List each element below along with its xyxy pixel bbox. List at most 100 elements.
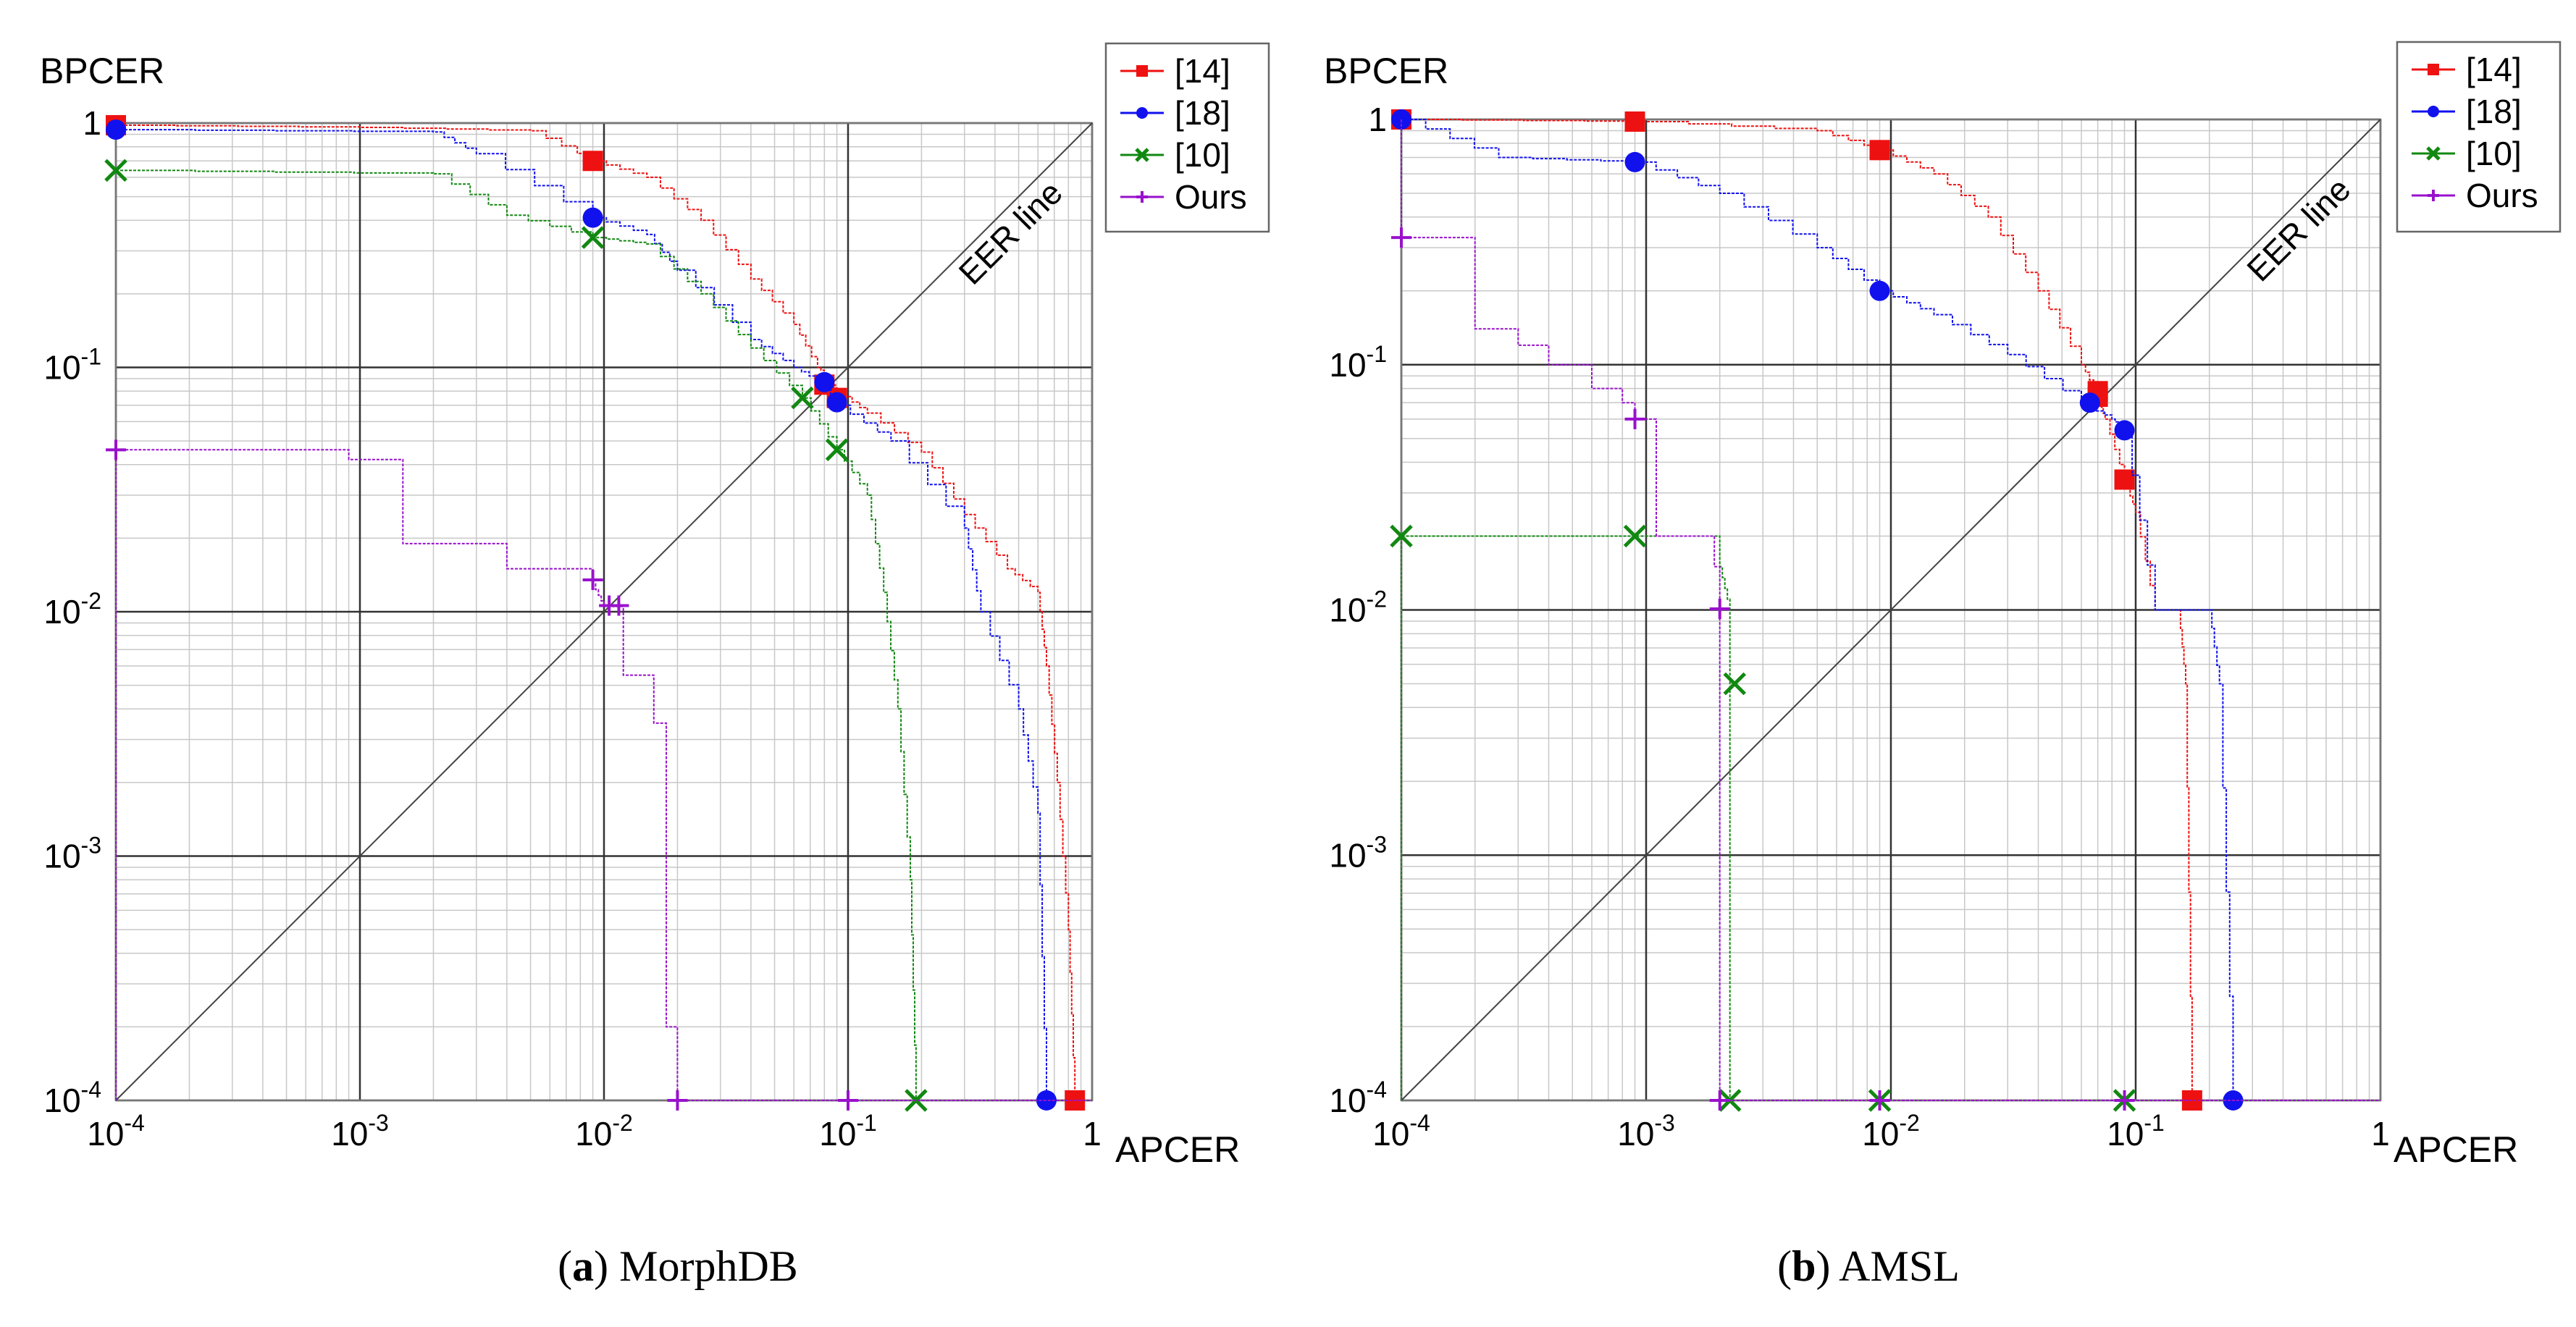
caption-b: (b) AMSL	[1777, 1242, 1960, 1290]
data-marker-square	[2114, 469, 2135, 490]
data-marker-plus	[1869, 1090, 1890, 1111]
eer-line	[115, 122, 1093, 1101]
caption-a: (a) MorphDB	[558, 1242, 798, 1290]
data-marker-plus	[2114, 1090, 2135, 1111]
y-axis-label: BPCER	[1324, 51, 1448, 91]
legend-label: [14]	[1175, 52, 1230, 90]
x-tick-label: 10-4	[1372, 1110, 1430, 1153]
chart-morphdb: EER line 10-4 10-3 10-2 10-1 1 10-4 10-3 10-2 10-…	[40, 42, 1270, 1170]
x-tick-label: 10-4	[87, 1110, 145, 1153]
data-marker-square	[2428, 64, 2439, 75]
x-tick-label: 10-2	[575, 1110, 633, 1153]
series-line	[116, 125, 1076, 1100]
legend-label: [10]	[2466, 135, 2522, 172]
legend-label: Ours	[1175, 178, 1247, 216]
x-tick-label: 10-1	[819, 1110, 877, 1153]
data-marker-circle	[2079, 392, 2100, 413]
data-marker-plus	[1136, 191, 1148, 203]
caption-title: MorphDB	[619, 1242, 798, 1290]
x-axis-label: APCER	[2394, 1129, 2518, 1170]
series-2	[106, 119, 1057, 1111]
data-marker-x	[905, 1089, 928, 1112]
data-marker-x	[1390, 524, 1413, 548]
data-marker-circle	[2428, 106, 2439, 117]
data-marker-plus	[1709, 1090, 1730, 1111]
y-axis-label: BPCER	[40, 51, 164, 91]
legend: [14] [18] [10] Ours	[2396, 41, 2562, 233]
series-4	[1391, 119, 2380, 1111]
caption-label: a	[572, 1242, 595, 1290]
data-marker-x	[1623, 524, 1647, 548]
y-tick-label: 10-4	[1329, 1077, 1387, 1119]
y-tick-label: 10-1	[43, 344, 101, 387]
data-marker-square	[1136, 65, 1148, 77]
data-marker-plus	[1709, 599, 1730, 620]
data-marker-x	[825, 438, 849, 462]
eer-annotation: EER line	[2239, 170, 2357, 288]
series-line	[1401, 119, 2380, 1101]
x-tick-label: 10-3	[1617, 1110, 1675, 1153]
legend-label: Ours	[2466, 177, 2538, 214]
grid	[114, 122, 1094, 1102]
caption-title: AMSL	[1839, 1242, 1960, 1290]
series-line	[1401, 119, 2234, 1100]
data-marker-square	[582, 151, 603, 172]
data-marker-circle	[814, 371, 835, 392]
legend-box	[1104, 42, 1270, 233]
series-line	[116, 129, 1047, 1100]
y-tick-label: 10-2	[1329, 586, 1387, 629]
y-tick-label: 10-3	[1329, 831, 1387, 874]
x-tick-label: 1	[1083, 1115, 1102, 1153]
data-marker-square	[1869, 140, 1890, 161]
data-marker-circle	[582, 207, 603, 228]
data-marker-plus	[838, 1090, 858, 1111]
y-tick-label: 10-2	[43, 588, 101, 631]
x-tick-label: 10-1	[2107, 1110, 2165, 1153]
data-marker-circle	[1624, 151, 1645, 172]
chart-amsl: EER line 10-4 10-3 10-2 10-1 1 10-4 10-3 10-2 10-…	[1324, 41, 2562, 1170]
legend-label: [18]	[2466, 93, 2522, 130]
x-tick-label: 10-2	[1862, 1110, 1920, 1153]
y-tick-label: 10-1	[1329, 341, 1387, 384]
data-marker-plus	[582, 570, 603, 591]
data-marker-plus	[106, 439, 126, 460]
data-marker-square	[1624, 111, 1645, 132]
data-marker-x	[2426, 146, 2441, 161]
data-marker-x	[104, 159, 127, 182]
data-marker-x	[1723, 672, 1747, 696]
series-3	[1390, 524, 2380, 1112]
data-marker-x	[581, 226, 605, 249]
data-marker-x	[791, 386, 814, 410]
x-tick-label: 1	[2371, 1115, 2390, 1153]
x-axis-label: APCER	[1115, 1129, 1240, 1170]
data-marker-plus	[667, 1090, 688, 1111]
data-marker-plus	[1624, 408, 1645, 429]
series-1	[106, 114, 1086, 1111]
y-tick-label: 10-3	[43, 833, 101, 875]
data-marker-plus	[1391, 227, 1411, 248]
data-marker-circle	[106, 119, 126, 140]
data-marker-plus	[608, 595, 629, 616]
grid	[1400, 118, 2382, 1102]
y-tick-label: 1	[1368, 101, 1387, 138]
data-marker-circle	[1036, 1090, 1057, 1111]
legend-box	[2396, 41, 2562, 233]
y-tick-label: 1	[83, 104, 101, 142]
data-marker-circle	[826, 392, 847, 413]
legend-label: [18]	[1175, 94, 1230, 132]
data-marker-circle	[1136, 107, 1148, 119]
data-marker-x	[1135, 148, 1149, 162]
series-line	[115, 449, 1092, 1101]
data-marker-circle	[2114, 420, 2135, 441]
y-tick-label: 10-4	[43, 1077, 101, 1119]
caption-label: b	[1792, 1242, 1816, 1290]
series-2	[1391, 109, 2244, 1111]
legend-label: [10]	[1175, 136, 1230, 174]
data-marker-circle	[1869, 280, 1890, 301]
series-line	[1401, 535, 2380, 1101]
series-4	[106, 439, 1092, 1111]
eer-annotation: EER line	[952, 174, 1070, 292]
eer-line	[1401, 119, 2381, 1101]
data-marker-plus	[2428, 190, 2439, 201]
